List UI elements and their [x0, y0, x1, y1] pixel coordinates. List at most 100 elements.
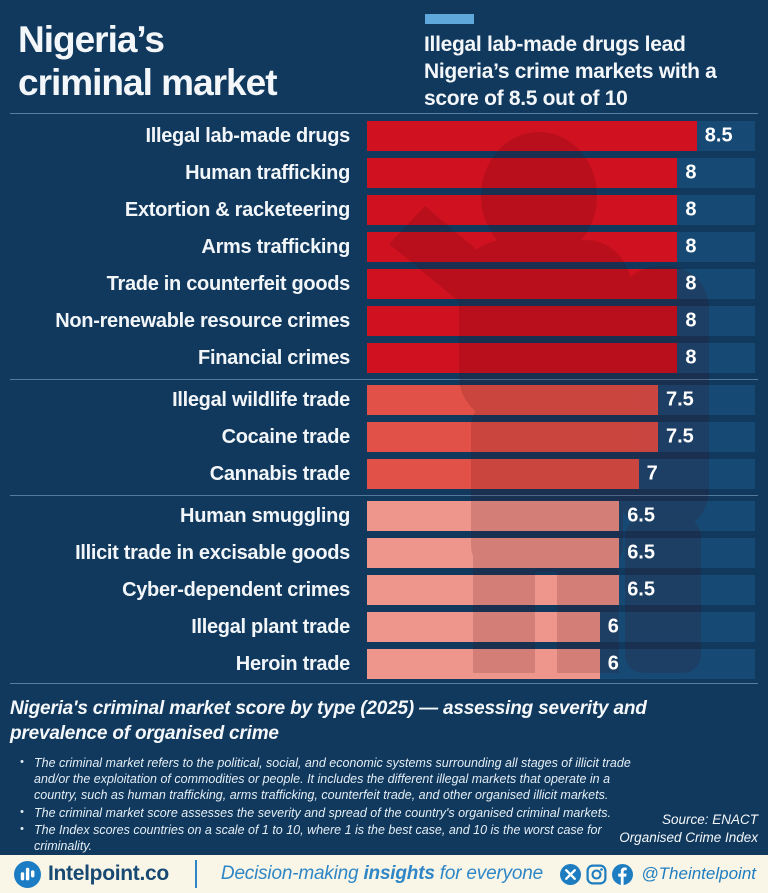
chart-row: Cocaine trade 7.5	[0, 419, 768, 456]
bar-value: 8	[685, 346, 697, 369]
chart-bottom-divider	[10, 682, 758, 684]
tagline: Decision-making insights for everyone	[221, 863, 543, 885]
bar-label: Illegal lab-made drugs	[145, 124, 350, 147]
group-divider	[10, 494, 758, 496]
footer-social: @Theintelpoint	[560, 863, 756, 885]
bar-track: 6.5	[367, 575, 755, 606]
bar-track: 8	[367, 343, 755, 374]
bar-track: 7.5	[367, 422, 755, 453]
footer-divider	[194, 860, 197, 889]
bar-value: 7	[646, 462, 658, 485]
bar	[367, 649, 600, 680]
bar	[367, 232, 678, 263]
footnote-bullet: The Index scores countries on a scale of…	[18, 822, 638, 855]
bar	[367, 158, 678, 189]
bar-value: 8	[685, 198, 697, 221]
bar-chart: Illegal lab-made drugs 8.5 Human trafficki…	[0, 114, 768, 683]
chart-row: Illegal wildlife trade 7.5	[0, 382, 768, 419]
bar-value: 7.5	[666, 388, 694, 411]
bar-track: 8	[367, 158, 755, 189]
bar-label: Trade in counterfeit goods	[106, 272, 351, 295]
bar-value: 6	[607, 615, 619, 638]
chart-row: Cannabis trade 7	[0, 456, 768, 493]
bar-value: 8	[685, 235, 697, 258]
accent-bar	[425, 14, 474, 24]
page-title: Nigeria’s criminal market	[18, 19, 278, 104]
bar-label: Illicit trade in excisable goods	[75, 541, 350, 564]
bar-track: 6	[367, 649, 755, 680]
footnote-bullets: The criminal market refers to the politi…	[18, 755, 638, 855]
bar-track: 7.5	[367, 385, 755, 416]
bar-chart-icon	[14, 860, 41, 888]
bar-label: Human trafficking	[185, 161, 350, 184]
chart-row: Heroin trade 6	[0, 646, 768, 683]
bar-track: 6.5	[367, 538, 755, 569]
chart-row: Illegal plant trade 6	[0, 609, 768, 646]
bar-label: Illegal plant trade	[191, 615, 350, 638]
chart-row: Trade in counterfeit goods 8	[0, 266, 768, 303]
bar	[367, 422, 658, 453]
chart-row: Human smuggling 6.5	[0, 498, 768, 535]
footer-bar: Intelpoint.co Decision-making insights f…	[0, 855, 768, 893]
chart-row: Non-renewable resource crimes 8	[0, 303, 768, 340]
bar-label: Human smuggling	[180, 504, 350, 527]
bar-value: 8	[685, 309, 697, 332]
bar-track: 8	[367, 232, 755, 263]
header: Nigeria’s criminal market Illegal lab-ma…	[0, 0, 768, 113]
brand-name: Intelpoint.co	[48, 862, 169, 886]
bar-value: 8.5	[704, 124, 733, 147]
bar-track: 8	[367, 306, 755, 337]
bar	[367, 501, 620, 532]
x-icon	[560, 863, 582, 885]
brand: Intelpoint.co	[14, 860, 169, 888]
bar-label: Cyber-dependent crimes	[122, 578, 350, 601]
bar-label: Illegal wildlife trade	[172, 388, 350, 411]
bar-track: 6.5	[367, 501, 755, 532]
bar-label: Non-renewable resource crimes	[55, 309, 350, 332]
footnote-bullet: The criminal market score assesses the s…	[18, 805, 638, 821]
bar-label: Extortion & racketeering	[124, 198, 350, 221]
bar-value: 6.5	[627, 578, 655, 601]
bar	[367, 538, 620, 569]
chart-row: Financial crimes 8	[0, 340, 768, 377]
bar	[367, 121, 697, 152]
chart-row: Arms trafficking 8	[0, 229, 768, 266]
tagline-bold: insights	[363, 863, 435, 885]
bar	[367, 195, 678, 226]
group-divider	[10, 378, 758, 380]
bar-label: Arms trafficking	[201, 235, 350, 258]
bar-value: 8	[685, 272, 697, 295]
bar-label: Cannabis trade	[209, 462, 351, 485]
bar	[367, 385, 658, 416]
source-credit: Source: ENACT Organised Crime Index	[619, 811, 758, 846]
bar-track: 7	[367, 459, 755, 490]
bar-label: Financial crimes	[198, 346, 350, 369]
chart-row: Human trafficking 8	[0, 155, 768, 192]
bar-label: Heroin trade	[235, 652, 351, 675]
bar-value: 6	[607, 652, 619, 675]
bar-track: 6	[367, 612, 755, 643]
header-divider	[10, 112, 758, 114]
bar-value: 7.5	[666, 425, 694, 448]
bar-track: 8	[367, 195, 755, 226]
instagram-icon	[586, 864, 607, 885]
tagline-pre: Decision-making	[220, 863, 364, 885]
bar-label: Cocaine trade	[221, 425, 351, 448]
header-subtitle-block: Illegal lab-made drugs lead Nigeria’s cr…	[424, 14, 756, 113]
footnote: Nigeria's criminal market score by type …	[0, 684, 768, 856]
bar	[367, 269, 678, 300]
bar-track: 8.5	[367, 121, 755, 152]
tagline-post: for everyone	[434, 863, 543, 885]
chart-row: Illicit trade in excisable goods 6.5	[0, 535, 768, 572]
bar-value: 6.5	[627, 541, 655, 564]
social-handle: @Theintelpoint	[641, 864, 756, 884]
header-subtitle: Illegal lab-made drugs lead Nigeria’s cr…	[424, 33, 717, 110]
bar	[367, 575, 620, 606]
chart-row: Cyber-dependent crimes 6.5	[0, 572, 768, 609]
bar	[367, 459, 639, 490]
chart-row: Extortion & racketeering 8	[0, 192, 768, 229]
bar-value: 8	[685, 161, 697, 184]
bar	[367, 306, 678, 337]
footnote-bullet: The criminal market refers to the politi…	[18, 755, 638, 804]
